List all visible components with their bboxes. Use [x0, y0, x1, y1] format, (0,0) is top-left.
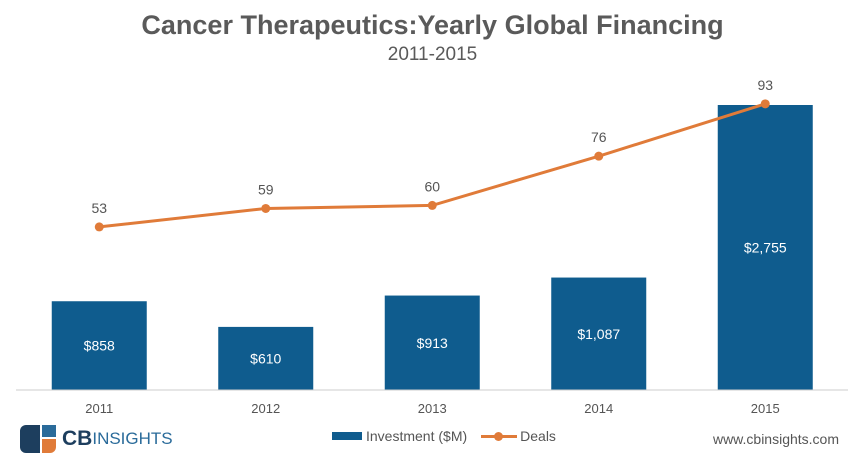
chart-title: Cancer Therapeutics:Yearly Global Financ… — [141, 10, 724, 40]
x-tick-2015: 2015 — [751, 401, 780, 416]
x-tick-2013: 2013 — [418, 401, 447, 416]
x-tick-2012: 2012 — [251, 401, 280, 416]
cb-insights-logo: CB INSIGHTS — [20, 425, 173, 453]
legend-swatch-investment — [332, 432, 362, 440]
legend-swatch-deals — [481, 431, 518, 441]
bar-investment-2015 — [717, 105, 813, 390]
logo-mark-icon — [20, 425, 58, 453]
legend-label-deals: Deals — [520, 428, 556, 444]
bar-investment-2012 — [218, 326, 314, 390]
bar-label-2015: $2,755 — [744, 240, 787, 256]
logo-text-cb: CB — [62, 427, 93, 450]
x-tick-2011: 2011 — [85, 401, 113, 416]
bar-investment-2013 — [384, 295, 480, 390]
logo-text-insights: INSIGHTS — [92, 429, 173, 448]
deals-label-2013: 60 — [424, 178, 440, 194]
website-link[interactable]: www.cbinsights.com — [712, 431, 839, 447]
bar-label-2013: $913 — [417, 335, 448, 351]
bar-label-2011: $858 — [84, 338, 115, 354]
bar-label-2014: $1,087 — [577, 326, 620, 342]
deals-point-2013 — [427, 200, 437, 210]
legend: Investment ($M) Deals — [332, 428, 556, 444]
deals-point-2012 — [261, 203, 271, 213]
deals-point-2011 — [94, 222, 104, 232]
deals-point-2015 — [760, 99, 770, 109]
bar-label-2012: $610 — [250, 350, 281, 366]
deals-label-2011: 53 — [91, 200, 107, 216]
deals-point-2014 — [594, 151, 604, 161]
legend-label-investment: Investment ($M) — [366, 428, 468, 444]
deals-label-2014: 76 — [591, 129, 607, 145]
deals-label-2012: 59 — [258, 181, 274, 197]
chart-subtitle: 2011-2015 — [387, 44, 478, 65]
bar-investment-2011 — [51, 301, 147, 390]
bar-investment-2014 — [551, 277, 647, 390]
x-tick-2014: 2014 — [584, 401, 613, 416]
deals-label-2015: 93 — [757, 77, 773, 93]
